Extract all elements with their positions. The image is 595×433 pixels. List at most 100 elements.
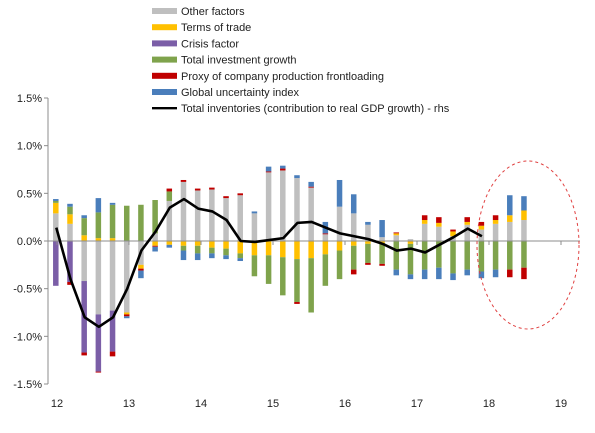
bar-segment [294,259,300,303]
bar-segment [223,248,229,256]
bar-segment [407,274,414,280]
bar-segment [393,233,400,236]
bar-segment [421,223,428,241]
bar-segment [152,246,158,252]
bar-segment [237,195,243,241]
bar-segment [379,263,385,266]
bar-segment [294,175,300,179]
bar-segment [166,191,173,201]
bar-segment [280,257,286,296]
bar-segment [67,281,73,285]
bar-segment [280,241,286,258]
bar-segment [81,218,87,236]
bar-segment [521,267,527,280]
legend-label: Total inventories (contribution to real … [181,103,450,115]
bar-segment [294,178,300,241]
bar-segment [265,171,272,173]
bar-segment [322,233,329,235]
line-series [55,197,483,329]
bar-segment [464,241,470,270]
bar-segment [81,241,87,282]
bar-segment [308,187,314,241]
bar-segment [365,241,371,244]
bar-segment [265,166,272,172]
bar-segment [95,371,102,373]
bar-segment [209,189,215,241]
legend-swatch [152,56,177,63]
bar-segment [521,210,527,221]
bar-segment [308,241,314,259]
bar-segment [180,250,187,261]
bar-segment [138,204,144,241]
bar-segment [223,241,229,249]
bar-segment [180,181,187,241]
bar-segment [109,202,116,205]
bar-segment [436,267,442,280]
bar-segment [294,241,300,260]
bar-segment [478,225,485,230]
bar-segment [152,245,158,247]
bar-segment [280,165,286,169]
bar-segment [379,237,385,241]
bar-segment [166,200,173,241]
bar-segment [464,221,470,225]
bar-segment [95,212,102,239]
bar-segment [194,241,201,246]
legend: Other factors Terms of trade Crisis factor… [152,6,450,115]
bar-segment [109,310,116,352]
bar-segment [393,232,400,234]
bar-segment [237,241,243,254]
bar-segment [152,200,158,234]
bar-segment [180,179,187,182]
bar-segment [450,231,456,237]
x-tick-label: 18 [483,398,495,410]
bar-segment [138,264,144,269]
bar-segment [194,188,201,191]
bar-segment [464,217,470,222]
bar-segment [67,214,73,224]
bar-segment [194,245,201,254]
bar-segment [123,205,130,241]
bar-segment [421,220,428,224]
bar-segment [123,314,130,317]
bar-segment [365,224,371,241]
bar-segment [95,241,102,315]
legend-label: Terms of trade [181,22,251,34]
bar-segment [109,204,116,239]
bar-segment [180,245,187,251]
legend-swatch [152,24,177,31]
bar-segment [393,269,400,276]
axes: -1.5% -1.0% -0.5% 0.0% 0.5% 1.0% 1.5% 12 13 14 15 1… [13,93,580,410]
bar-segment [251,255,258,277]
bar-segment [450,273,456,281]
bar-segment [209,253,215,259]
bar-segment [209,247,215,254]
bar-segment [350,194,357,214]
bar-segment [478,241,485,272]
bar-segment [67,206,73,215]
bar-segment [237,193,243,196]
bar-segment [336,250,343,280]
bar-segment [365,243,371,263]
bar-segment [53,199,59,201]
bar-segment [421,269,428,280]
bar-segment [421,241,428,270]
bar-segment [365,221,371,225]
y-tick-label: 1.0% [17,141,42,153]
bar-segment [492,241,499,270]
bar-segment [81,235,87,241]
bar-segment [280,170,286,241]
legend-swatch [152,89,177,95]
bar-segment [492,215,499,221]
bar-segment [265,241,272,256]
bar-segment [421,215,428,221]
bar-segment [436,241,442,268]
bar-segment [280,168,286,171]
bar-segment [95,198,102,213]
bar-segment [251,213,258,241]
bar-segment [379,242,385,264]
bar-segment [166,241,173,245]
bar-segment [251,211,258,214]
bar-segment [436,226,442,241]
bar-segment [265,172,272,241]
